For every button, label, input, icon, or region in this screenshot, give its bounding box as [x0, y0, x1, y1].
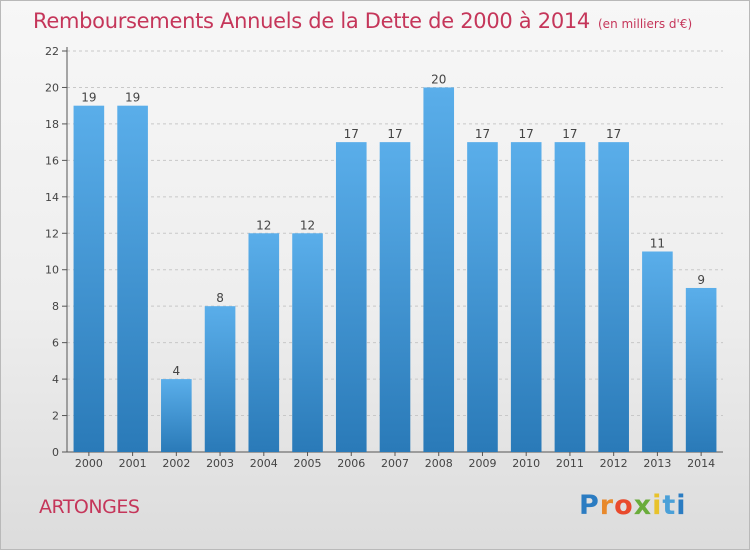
bar-value-label: 12	[256, 218, 271, 232]
logo-letter: i	[652, 490, 663, 521]
town-name: ARTONGES	[39, 496, 140, 518]
bar	[510, 142, 542, 453]
bar-value-label: 9	[697, 273, 705, 287]
bar	[379, 142, 411, 453]
x-tick-label: 2006	[337, 457, 365, 470]
x-tick-label: 2002	[162, 457, 190, 470]
chart-title: Remboursements Annuels de la Dette de 20…	[33, 9, 692, 33]
bars	[73, 87, 717, 453]
x-tick-label: 2010	[512, 457, 540, 470]
bar	[292, 233, 323, 452]
chart-subtitle: (en milliers d'€)	[598, 17, 693, 31]
x-tick-label: 2014	[687, 457, 715, 470]
y-tick-label: 10	[45, 264, 59, 277]
logo-letter: r	[599, 490, 615, 521]
x-tick-label: 2007	[381, 457, 409, 470]
bar-value-label: 17	[475, 127, 490, 141]
x-tick-label: 2009	[468, 457, 496, 470]
x-tick-label: 2001	[119, 457, 147, 470]
bar	[204, 306, 236, 452]
y-tick-label: 8	[52, 300, 59, 313]
x-tick-label: 2011	[556, 457, 584, 470]
bar-value-label: 11	[650, 237, 665, 251]
bar-value-label: 17	[387, 127, 402, 141]
y-tick-label: 0	[52, 446, 59, 459]
bar-value-label: 19	[125, 91, 140, 105]
bar	[423, 87, 455, 453]
x-tick-label: 2004	[250, 457, 278, 470]
y-tick-label: 16	[45, 154, 59, 167]
y-tick-label: 6	[52, 337, 59, 350]
labels: 19 2000 19 2001 4 2002 8 2003 12 2004 12 2005 17 2006…	[75, 72, 715, 470]
bar	[685, 287, 717, 452]
bar-value-label: 17	[562, 127, 577, 141]
bar	[117, 105, 148, 452]
x-tick-label: 2005	[294, 457, 322, 470]
logo-letter: t	[662, 490, 677, 521]
bar-value-label: 19	[81, 91, 96, 105]
bar	[161, 379, 192, 452]
bar-value-label: 4	[173, 364, 181, 378]
x-tick-label: 2012	[600, 457, 628, 470]
logo-letter: x	[633, 490, 653, 521]
bar	[73, 105, 105, 452]
bar-value-label: 17	[519, 127, 534, 141]
y-tick-label: 14	[45, 191, 59, 204]
y-tick-label: 20	[45, 81, 59, 94]
y-tick-label: 22	[45, 45, 59, 58]
bar-value-label: 17	[344, 127, 359, 141]
y-tick-label: 4	[52, 373, 59, 386]
bar-value-label: 12	[300, 218, 315, 232]
x-tick-label: 2003	[206, 457, 234, 470]
bar-value-label: 20	[431, 72, 446, 86]
bar	[598, 142, 629, 453]
x-tick-label: 2008	[425, 457, 453, 470]
logo-letter: i	[676, 490, 687, 521]
y-tick-label: 2	[52, 410, 59, 423]
bar	[248, 233, 280, 452]
x-tick-label: 2000	[75, 457, 103, 470]
y-tick-label: 12	[45, 227, 59, 240]
y-tick-label: 18	[45, 118, 59, 131]
x-tick-label: 2013	[643, 457, 671, 470]
bar	[642, 251, 673, 452]
bar-value-label: 17	[606, 127, 621, 141]
chart-title-text: Remboursements Annuels de la Dette de 20…	[33, 9, 590, 33]
bar	[554, 142, 586, 453]
bar-value-label: 8	[216, 291, 224, 305]
bar	[335, 142, 367, 453]
logo-letter: P	[579, 490, 600, 521]
logo-letter: o	[614, 490, 634, 521]
proxiti-logo[interactable]: Proxiti	[579, 490, 687, 521]
bar	[467, 142, 498, 453]
